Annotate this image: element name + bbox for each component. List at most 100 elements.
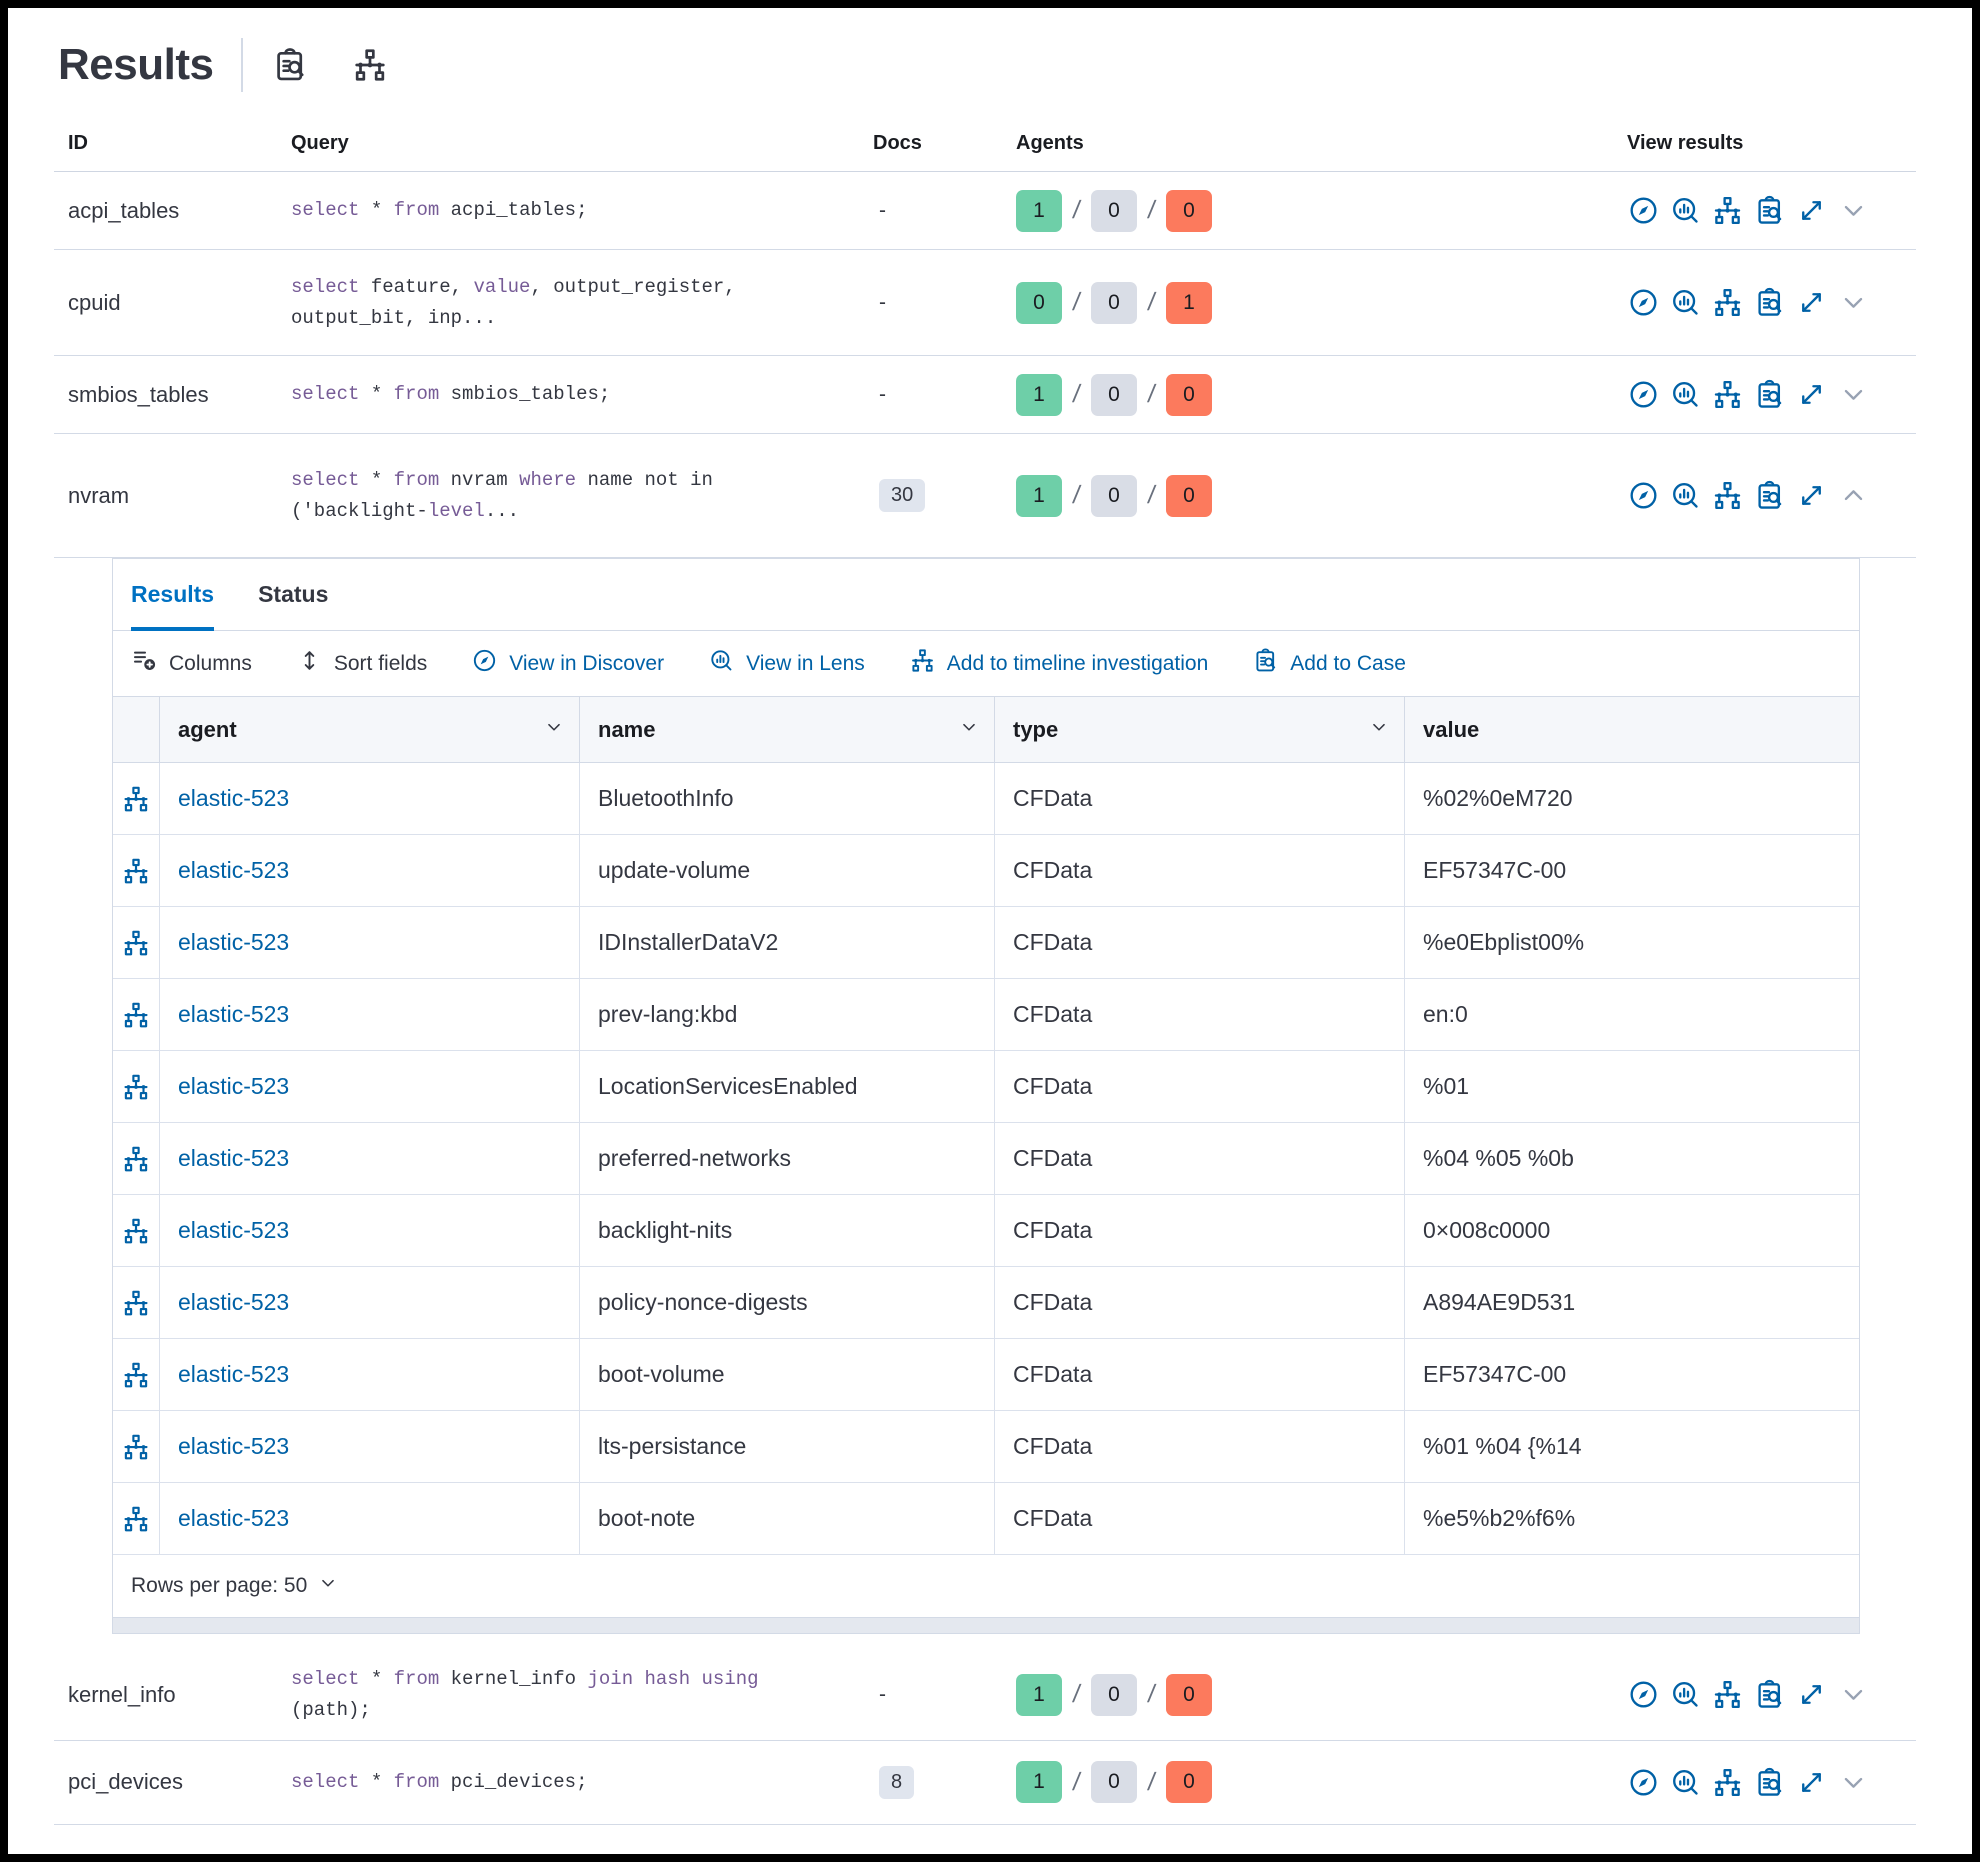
add-row-to-timeline-button[interactable] bbox=[121, 1144, 151, 1174]
lens-icon[interactable] bbox=[1669, 479, 1702, 512]
expand-icon[interactable] bbox=[1795, 286, 1828, 319]
sort-fields-button[interactable]: Sort fields bbox=[296, 647, 427, 680]
agent-link[interactable]: elastic-523 bbox=[178, 1001, 290, 1027]
timeline-icon[interactable] bbox=[1711, 1678, 1744, 1711]
result-type: CFData bbox=[995, 907, 1405, 978]
query-row-cpuid: cpuid select feature, value, output_regi… bbox=[54, 250, 1916, 356]
discover-icon[interactable] bbox=[1627, 286, 1660, 319]
timeline-icon[interactable] bbox=[1711, 194, 1744, 227]
agents-success-badge: 1 bbox=[1016, 474, 1062, 517]
chevron-down-icon[interactable] bbox=[1837, 1766, 1870, 1799]
chevron-down-icon[interactable] bbox=[1837, 378, 1870, 411]
chevron-down-icon bbox=[1368, 716, 1390, 744]
case-icon[interactable] bbox=[1753, 378, 1786, 411]
agent-link[interactable]: elastic-523 bbox=[178, 857, 290, 883]
agent-link[interactable]: elastic-523 bbox=[178, 1505, 290, 1531]
add-row-to-timeline-button[interactable] bbox=[121, 1072, 151, 1102]
lens-icon[interactable] bbox=[1669, 1678, 1702, 1711]
expand-icon[interactable] bbox=[1795, 1678, 1828, 1711]
column-header-view-results: View results bbox=[1627, 132, 1744, 154]
add-row-to-timeline-button[interactable] bbox=[121, 856, 151, 886]
timeline-icon[interactable] bbox=[1711, 1766, 1744, 1799]
agents-pending-badge: 0 bbox=[1090, 1673, 1137, 1716]
add-row-to-timeline-button[interactable] bbox=[121, 1288, 151, 1318]
tab-results[interactable]: Results bbox=[131, 559, 215, 631]
case-icon[interactable] bbox=[1753, 1678, 1786, 1711]
grid-column-name[interactable]: name bbox=[580, 697, 995, 762]
timeline-icon[interactable] bbox=[1711, 286, 1744, 319]
chevron-up-icon[interactable] bbox=[1837, 479, 1870, 512]
discover-icon[interactable] bbox=[1627, 378, 1660, 411]
chevron-down-icon[interactable] bbox=[1837, 194, 1870, 227]
query-sql: select * from acpi_tables; bbox=[291, 199, 588, 222]
chevron-down-icon[interactable] bbox=[1837, 286, 1870, 319]
discover-icon[interactable] bbox=[1627, 479, 1660, 512]
agent-link[interactable]: elastic-523 bbox=[178, 1289, 290, 1315]
case-icon[interactable] bbox=[1753, 286, 1786, 319]
add-row-to-timeline-button[interactable] bbox=[121, 1000, 151, 1030]
view-in-discover-button[interactable]: View in Discover bbox=[471, 647, 664, 680]
agent-link[interactable]: elastic-523 bbox=[178, 1361, 290, 1387]
agent-link[interactable]: elastic-523 bbox=[178, 1433, 290, 1459]
inspect-icon[interactable] bbox=[271, 46, 309, 84]
docs-count: - bbox=[879, 382, 886, 406]
agents-status: 1/0/0 bbox=[1016, 176, 1298, 246]
timeline-icon[interactable] bbox=[351, 46, 389, 84]
case-icon[interactable] bbox=[1753, 479, 1786, 512]
case-icon[interactable] bbox=[1753, 1766, 1786, 1799]
add-to-timeline-button[interactable]: Add to timeline investigation bbox=[909, 647, 1208, 680]
result-value: EF57347C-00 bbox=[1423, 1361, 1567, 1387]
result-value: %01 %04 {%14 bbox=[1423, 1433, 1582, 1459]
title-divider bbox=[241, 38, 244, 92]
agent-link[interactable]: elastic-523 bbox=[178, 1145, 290, 1171]
grid-column-agent[interactable]: agent bbox=[160, 697, 580, 762]
horizontal-scrollbar[interactable] bbox=[113, 1617, 1859, 1633]
case-icon[interactable] bbox=[1753, 194, 1786, 227]
timeline-icon[interactable] bbox=[1711, 479, 1744, 512]
agent-link[interactable]: elastic-523 bbox=[178, 1073, 290, 1099]
agents-success-badge: 1 bbox=[1016, 1673, 1062, 1716]
add-row-to-timeline-button[interactable] bbox=[121, 928, 151, 958]
results-table-header: ID Query Docs Agents View results bbox=[54, 112, 1916, 172]
tab-status[interactable]: Status bbox=[258, 581, 329, 607]
add-row-to-timeline-button[interactable] bbox=[121, 1360, 151, 1390]
result-value: %04 %05 %0b bbox=[1423, 1145, 1574, 1171]
discover-icon[interactable] bbox=[1627, 1678, 1660, 1711]
add-row-to-timeline-button[interactable] bbox=[121, 1432, 151, 1462]
result-name: preferred-networks bbox=[580, 1123, 995, 1194]
grid-column-value[interactable]: value bbox=[1423, 716, 1480, 742]
lens-icon[interactable] bbox=[1669, 378, 1702, 411]
result-type: CFData bbox=[995, 1411, 1405, 1482]
expand-icon[interactable] bbox=[1795, 194, 1828, 227]
columns-button[interactable]: Columns bbox=[131, 647, 252, 680]
lens-icon[interactable] bbox=[1669, 1766, 1702, 1799]
chevron-down-icon[interactable] bbox=[1837, 1678, 1870, 1711]
timeline-icon[interactable] bbox=[1711, 378, 1744, 411]
page-title: Results bbox=[58, 40, 214, 89]
view-in-lens-button[interactable]: View in Lens bbox=[708, 647, 865, 680]
agent-link[interactable]: elastic-523 bbox=[178, 929, 290, 955]
add-row-to-timeline-button[interactable] bbox=[121, 784, 151, 814]
discover-icon[interactable] bbox=[1627, 194, 1660, 227]
expand-icon[interactable] bbox=[1795, 378, 1828, 411]
lens-icon[interactable] bbox=[1669, 286, 1702, 319]
result-value: A894AE9D531 bbox=[1423, 1289, 1576, 1315]
rows-per-page-button[interactable]: Rows per page: 50 bbox=[131, 1572, 339, 1600]
lens-icon[interactable] bbox=[1669, 194, 1702, 227]
grid-column-type[interactable]: type bbox=[995, 697, 1405, 762]
result-name: boot-volume bbox=[580, 1339, 995, 1410]
agents-failed-badge: 0 bbox=[1165, 1761, 1212, 1804]
agent-link[interactable]: elastic-523 bbox=[178, 1217, 290, 1243]
panel-toolbar: Columns Sort fields View in Discover Vie… bbox=[113, 631, 1859, 697]
discover-icon[interactable] bbox=[1627, 1766, 1660, 1799]
result-name: lts-persistance bbox=[580, 1411, 995, 1482]
agent-link[interactable]: elastic-523 bbox=[178, 785, 290, 811]
expand-icon[interactable] bbox=[1795, 1766, 1828, 1799]
result-type: CFData bbox=[995, 1195, 1405, 1266]
add-row-to-timeline-button[interactable] bbox=[121, 1216, 151, 1246]
expand-icon[interactable] bbox=[1795, 479, 1828, 512]
chevron-down-icon bbox=[958, 716, 980, 744]
add-row-to-timeline-button[interactable] bbox=[121, 1504, 151, 1534]
add-to-case-button[interactable]: Add to Case bbox=[1252, 647, 1406, 680]
view-results-actions bbox=[1627, 364, 1916, 425]
